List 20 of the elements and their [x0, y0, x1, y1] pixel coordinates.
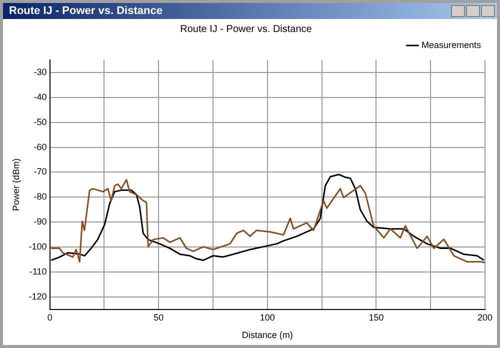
- y-tick-label: -80: [34, 192, 47, 202]
- text: Route IJ - Power vs. Distance: [9, 5, 162, 17]
- x-tick-label: 200: [477, 312, 493, 322]
- y-tick-label: -30: [34, 66, 47, 77]
- y-tick-label: -60: [34, 142, 47, 152]
- y-tick-label: -50: [34, 116, 47, 127]
- y-tick-label: -110: [29, 266, 47, 276]
- chart-title: Route IJ - Power vs. Distance: [180, 24, 312, 35]
- y-tick-label: -70: [34, 166, 47, 177]
- y-tick-label: -90: [34, 216, 47, 227]
- y-tick-label: -120: [28, 291, 47, 302]
- x-tick-label: 50: [154, 312, 164, 322]
- x-tick-label: 100: [260, 312, 275, 322]
- x-tick-label: 0: [47, 312, 52, 322]
- x-tick-label: 150: [368, 312, 384, 322]
- legend-label: Measurements: [421, 40, 482, 50]
- y-axis-title: Power (dBm): [10, 158, 21, 211]
- x-axis-title: Distance (m): [242, 330, 293, 340]
- y-tick-label: -40: [34, 92, 47, 102]
- y-tick-label: -100: [28, 242, 47, 252]
